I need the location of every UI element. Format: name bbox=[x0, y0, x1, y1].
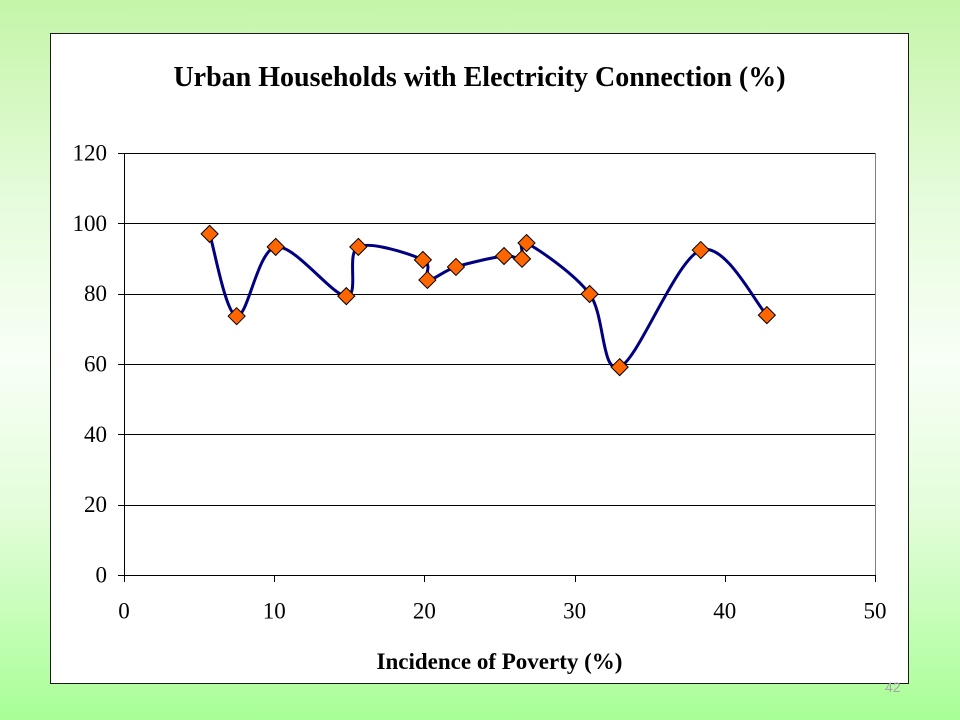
chart-title: Urban Households with Electricity Connec… bbox=[173, 62, 786, 93]
data-point bbox=[227, 306, 246, 326]
data-point bbox=[691, 240, 710, 260]
y-tick-label: 40 bbox=[84, 422, 107, 447]
data-point bbox=[349, 237, 368, 257]
data-point bbox=[337, 286, 356, 306]
y-tick-label: 0 bbox=[96, 563, 108, 588]
data-point bbox=[200, 224, 219, 244]
data-point bbox=[494, 246, 514, 266]
axes bbox=[118, 153, 876, 582]
data-point bbox=[512, 249, 532, 269]
data-point bbox=[610, 357, 629, 377]
x-tick-label: 0 bbox=[118, 599, 130, 624]
data-point bbox=[266, 237, 285, 257]
x-axis-label: Incidence of Poverty (%) bbox=[376, 649, 623, 674]
data-point bbox=[757, 305, 777, 325]
page-number: 42 bbox=[885, 679, 901, 695]
x-tick-label: 10 bbox=[263, 599, 286, 624]
x-tick-label: 40 bbox=[713, 599, 736, 624]
series bbox=[200, 224, 777, 377]
tick-labels: 0 20 40 60 80 100 120 0 10 20 30 40 50 bbox=[73, 141, 887, 624]
y-tick-label: 120 bbox=[73, 141, 108, 166]
data-point bbox=[413, 250, 433, 270]
data-point bbox=[446, 257, 466, 277]
data-point bbox=[580, 284, 599, 304]
x-tick-label: 30 bbox=[563, 599, 586, 624]
data-point bbox=[517, 233, 536, 253]
y-tick-label: 20 bbox=[84, 492, 107, 517]
y-tick-label: 80 bbox=[84, 281, 107, 306]
series-line bbox=[208, 232, 769, 370]
y-tick-label: 60 bbox=[84, 352, 107, 377]
x-tick-label: 20 bbox=[413, 599, 436, 624]
data-point bbox=[418, 270, 437, 290]
x-tick-label: 50 bbox=[864, 599, 887, 624]
gridlines bbox=[124, 153, 876, 575]
y-tick-label: 100 bbox=[73, 211, 108, 236]
